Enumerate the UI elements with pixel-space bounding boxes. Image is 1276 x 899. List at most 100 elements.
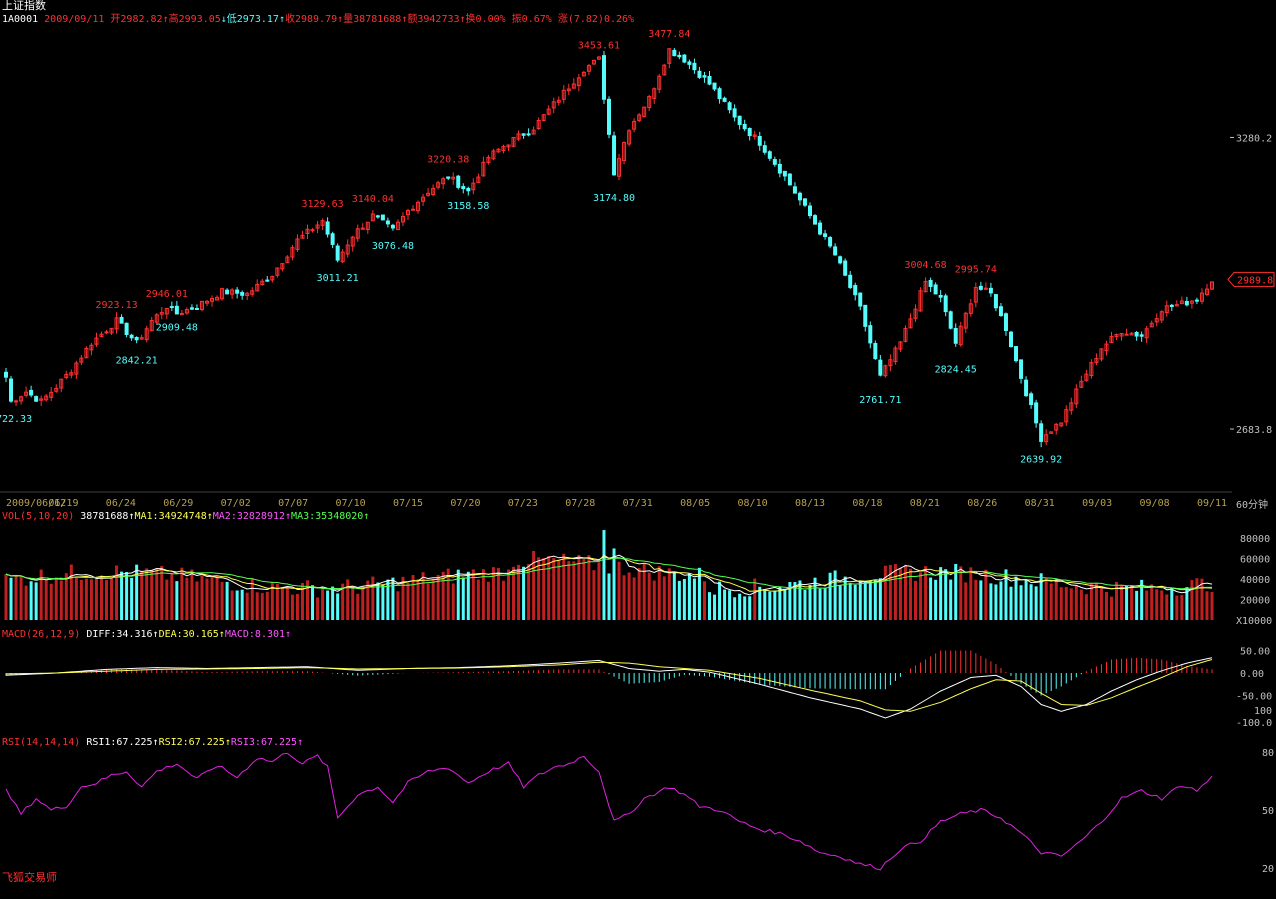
security-code: 1A0001 [2, 14, 39, 25]
low-label: 3076.48 [372, 241, 414, 252]
volume-bar [758, 586, 762, 620]
volume-bar [391, 577, 395, 620]
volume-bar [406, 582, 410, 620]
volume-bar [9, 577, 13, 620]
volume-axis-label: 60000 [1240, 555, 1270, 566]
volume-bar [753, 578, 757, 620]
volume-bar [19, 576, 23, 620]
candle-body [953, 327, 958, 344]
candle-body [561, 89, 566, 100]
candle-body [44, 395, 49, 401]
candle-body [119, 316, 124, 324]
volume-bar [728, 590, 732, 620]
volume-bar [1059, 587, 1063, 620]
candle-body [74, 362, 79, 375]
candle-body [29, 389, 34, 396]
volume-bar [532, 550, 536, 620]
candle-body [39, 398, 44, 401]
volume-bar [280, 587, 284, 620]
volume-bar [637, 568, 641, 620]
candle-body [270, 275, 275, 281]
volume-bar [567, 561, 571, 620]
candle-body [707, 75, 712, 85]
arrow-up-icon: ↑ [218, 629, 225, 640]
candle-body [536, 119, 541, 130]
candle-body [1054, 423, 1059, 431]
volume-bar [89, 579, 93, 620]
candle-body [873, 342, 878, 360]
volume-bar [1014, 576, 1018, 620]
volume-bar [657, 566, 661, 620]
candle-body [265, 279, 270, 282]
candle-body [913, 308, 918, 319]
volume-bar [964, 582, 968, 620]
candle-body [300, 234, 305, 239]
volume-bar [250, 577, 254, 620]
volume-bar [54, 577, 58, 620]
candle-body [948, 311, 953, 329]
date-tick-label: 07/15 [393, 498, 423, 509]
volume-bar [185, 577, 189, 620]
volume-bar [466, 571, 470, 620]
candle-body [918, 290, 923, 312]
candle-body [305, 228, 310, 234]
candle-body [9, 378, 14, 402]
candle-body [1149, 322, 1154, 328]
candle-body [431, 187, 436, 196]
volume-bar [115, 565, 119, 620]
candle-body [908, 318, 913, 329]
volume-bar [331, 586, 335, 620]
candle-body [49, 391, 54, 398]
date-tick-label: 08/26 [967, 498, 997, 509]
date-tick-label: 06/19 [48, 498, 78, 509]
macd-title[interactable]: MACD(26,12,9) [2, 629, 81, 640]
volume-bar [49, 583, 53, 620]
candle-body [737, 115, 742, 125]
volume-bar [994, 584, 998, 620]
high-label: 3453.61 [578, 41, 620, 52]
volume-axis-label: 40000 [1240, 575, 1270, 586]
volume-bar [692, 578, 696, 620]
arrow-up-icon: ↑ [206, 511, 213, 522]
volume-bar [265, 591, 269, 620]
volume-bar [1024, 579, 1028, 620]
candle-body [240, 292, 245, 296]
candle-body [591, 59, 596, 65]
volume-bar [974, 579, 978, 620]
rsi-title[interactable]: RSI(14,14,14) [2, 737, 81, 748]
candle-body [682, 54, 687, 63]
volume-bar [999, 581, 1003, 620]
candle-body [1174, 304, 1179, 307]
quote-bar: 1A0001 2009/09/11 开2982.82↑高2993.05↓低297… [2, 14, 634, 26]
candle-body [677, 54, 682, 58]
candle-body [1210, 281, 1214, 290]
volume-bar [1094, 583, 1098, 620]
date-tick-label: 09/08 [1140, 498, 1170, 509]
volume-bar [898, 568, 902, 620]
candle-body [380, 214, 385, 221]
vol-title[interactable]: VOL(5,10,20) [2, 511, 75, 522]
volume-bar [1165, 594, 1169, 620]
candle-body [124, 322, 129, 335]
volume-bar [64, 573, 68, 620]
candle-body [315, 224, 320, 229]
candle-body [993, 294, 998, 309]
candle-body [134, 336, 139, 341]
volume-bar [366, 580, 370, 620]
volume-bar [808, 585, 812, 620]
candle-body [883, 365, 888, 377]
candle-body [54, 387, 59, 392]
volume-bar [517, 564, 521, 620]
candle-body [747, 127, 752, 137]
volume-bar [868, 581, 872, 620]
arrow-down-icon: ↓ [220, 14, 227, 25]
candle-body [1159, 311, 1164, 321]
candle-body [712, 82, 717, 90]
candle-body [1104, 343, 1109, 352]
volume-bar [105, 580, 108, 620]
candle-body [456, 175, 461, 188]
candle-body [697, 70, 702, 78]
quote-amplitude: 振0.67% [511, 14, 552, 25]
volume-bar [1064, 587, 1068, 620]
